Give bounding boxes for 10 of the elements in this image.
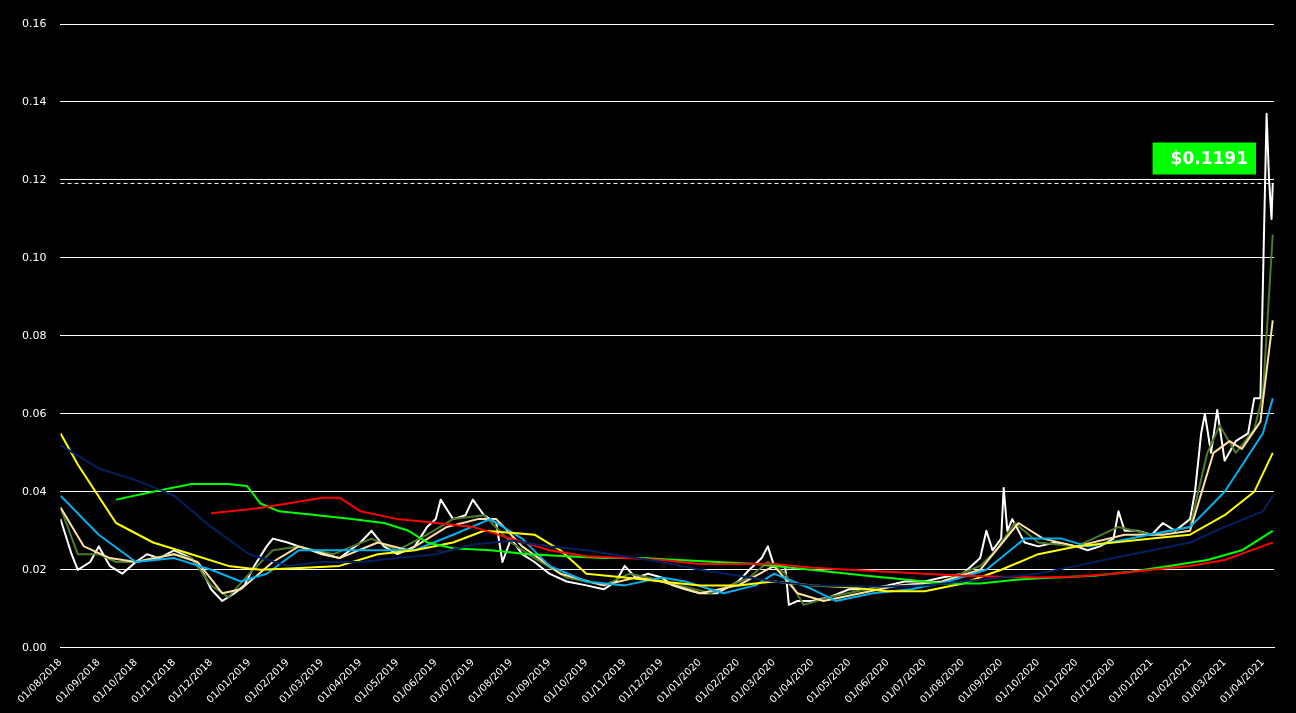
y-tick-label: 0.06 [21,406,47,420]
y-tick-label: 0.10 [21,250,47,264]
y-tick-label: 0.12 [21,172,47,186]
y-tick-label: 0.00 [21,640,47,654]
y-tick-label: 0.04 [21,484,47,498]
y-tick-label: 0.16 [21,16,47,30]
ref-line-label: $0.1191 [1170,147,1248,168]
y-tick-label: 0.02 [21,562,47,576]
y-tick-label: 0.08 [21,328,47,342]
y-tick-label: 0.14 [21,94,47,108]
